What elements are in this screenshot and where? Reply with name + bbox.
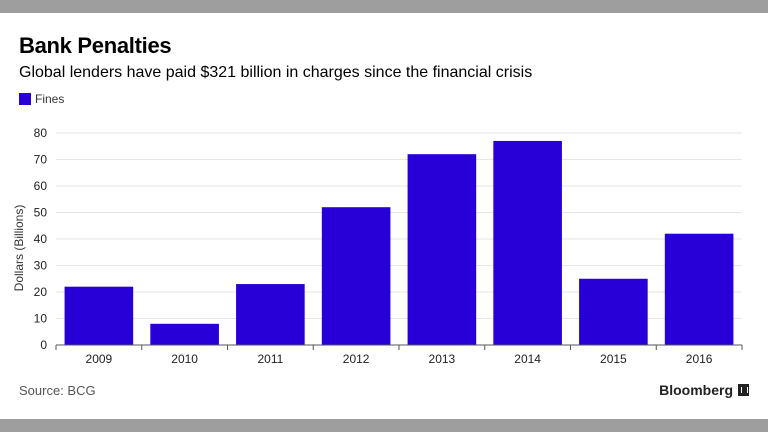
y-tick-label: 60 bbox=[34, 179, 48, 193]
y-tick-label: 70 bbox=[34, 153, 48, 167]
y-tick-label: 30 bbox=[34, 259, 48, 273]
y-axis-label: Dollars (Billions) bbox=[12, 205, 26, 292]
bar-2016 bbox=[664, 233, 734, 345]
x-tick-label: 2013 bbox=[429, 352, 456, 366]
y-tick-label: 80 bbox=[34, 126, 48, 140]
x-tick-label: 2011 bbox=[257, 352, 283, 366]
y-tick-label: 20 bbox=[34, 285, 48, 299]
legend-swatch bbox=[19, 93, 31, 105]
y-tick-label: 50 bbox=[34, 206, 48, 220]
bar-2011 bbox=[236, 284, 305, 345]
x-tick-label: 2016 bbox=[686, 352, 713, 366]
y-tick-label: 40 bbox=[34, 232, 48, 246]
x-tick-label: 2015 bbox=[600, 352, 627, 366]
bar-2014 bbox=[493, 140, 562, 345]
source-note: Source: BCG bbox=[19, 383, 96, 398]
legend: Fines bbox=[19, 92, 64, 106]
bloomberg-chart-icon bbox=[738, 384, 749, 396]
top-border bbox=[0, 0, 768, 13]
x-tick-label: 2014 bbox=[514, 352, 541, 366]
x-tick-label: 2009 bbox=[86, 352, 113, 366]
bar-2013 bbox=[407, 154, 477, 345]
bar-2015 bbox=[579, 278, 648, 345]
axis-layer: 0 10 20 30 40 50 60 70 80 2009 2010 2011 2012 2013 201… bbox=[34, 126, 743, 366]
bottom-border bbox=[0, 419, 768, 432]
x-tick-label: 2012 bbox=[343, 352, 370, 366]
grid-layer bbox=[56, 132, 742, 319]
bar-2010 bbox=[150, 323, 219, 345]
brand-name: Bloomberg bbox=[659, 382, 733, 398]
y-tick-label: 0 bbox=[40, 338, 47, 352]
chart-title: Bank Penalties bbox=[19, 33, 172, 58]
y-tick-label: 10 bbox=[34, 312, 48, 326]
bar-2009 bbox=[64, 286, 134, 345]
legend-label: Fines bbox=[35, 92, 65, 106]
x-tick-label: 2010 bbox=[171, 352, 198, 366]
chart-subtitle: Global lenders have paid $321 billion in… bbox=[19, 64, 533, 81]
brand-logo: Bloomberg bbox=[659, 382, 749, 398]
bar-layer bbox=[64, 140, 734, 345]
bar-2012 bbox=[321, 207, 391, 345]
